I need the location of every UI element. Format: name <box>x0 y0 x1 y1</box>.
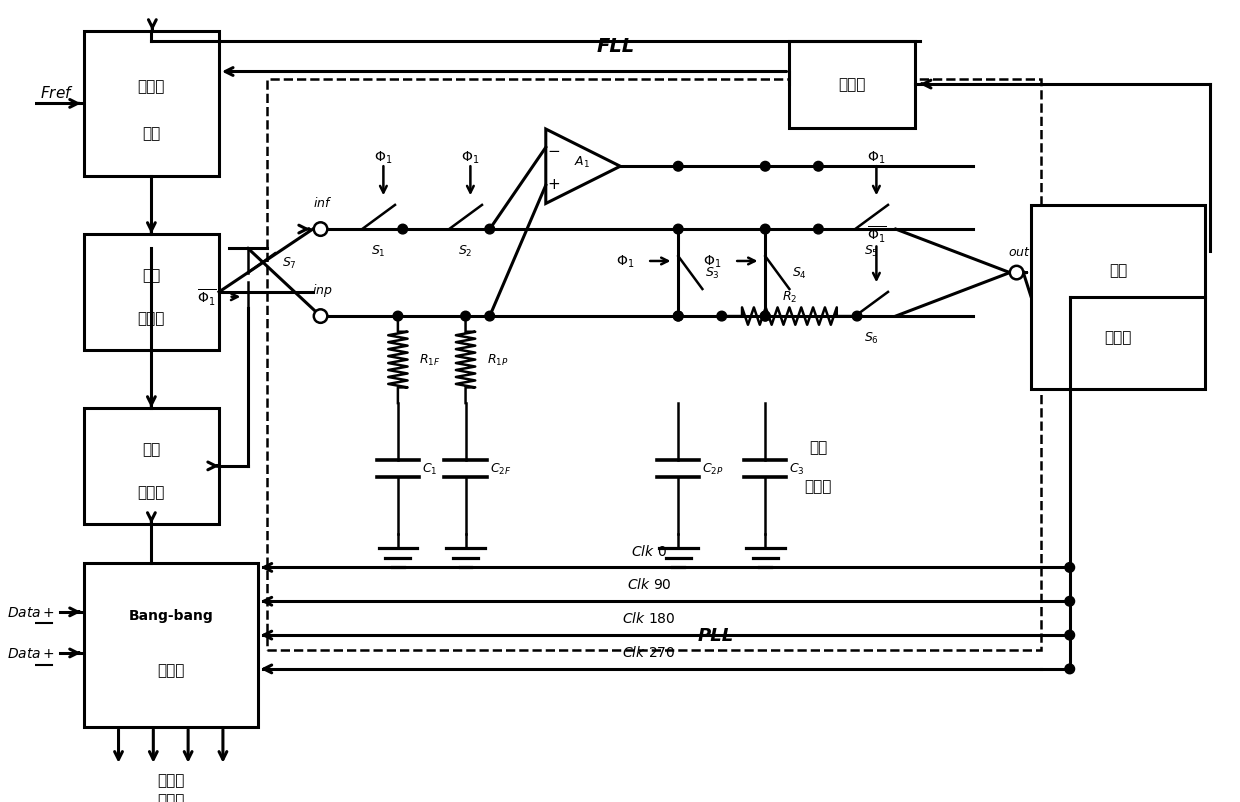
Text: $R_{1F}$: $R_{1F}$ <box>419 353 440 367</box>
Circle shape <box>673 312 683 322</box>
Text: $\overline{\Phi_1}$: $\overline{\Phi_1}$ <box>867 225 887 245</box>
Circle shape <box>813 162 823 172</box>
Text: 分频器: 分频器 <box>838 78 866 92</box>
Text: $S_4$: $S_4$ <box>792 265 807 281</box>
Text: Bang-bang: Bang-bang <box>129 609 213 622</box>
Text: $C_{2F}$: $C_{2F}$ <box>490 461 511 476</box>
Text: 第一: 第一 <box>143 268 160 282</box>
Bar <box>84 235 219 350</box>
Text: $S_2$: $S_2$ <box>459 244 472 258</box>
Text: 振荡器: 振荡器 <box>1105 330 1132 345</box>
Text: $A_1$: $A_1$ <box>574 155 589 170</box>
Bar <box>1032 205 1205 389</box>
Circle shape <box>760 225 770 235</box>
Text: $S_1$: $S_1$ <box>371 244 386 258</box>
Text: $inf$: $inf$ <box>312 196 332 210</box>
Circle shape <box>314 223 327 237</box>
Circle shape <box>485 225 495 235</box>
Text: $inp$: $inp$ <box>312 282 332 298</box>
Circle shape <box>760 312 770 322</box>
Text: 电荷泵: 电荷泵 <box>138 310 165 326</box>
Text: 滤波器: 滤波器 <box>805 478 832 493</box>
Text: $\Phi_1$: $\Phi_1$ <box>867 149 885 165</box>
Text: PLL: PLL <box>698 626 734 644</box>
Text: $\Phi_1$: $\Phi_1$ <box>461 149 480 165</box>
Bar <box>84 32 219 176</box>
Bar <box>268 80 1040 650</box>
Text: $out$: $out$ <box>1008 245 1030 258</box>
Text: 的数据: 的数据 <box>157 792 185 802</box>
Text: 鉴相器: 鉴相器 <box>157 662 185 677</box>
Text: $+$: $+$ <box>547 177 560 192</box>
Text: $Fref$: $Fref$ <box>40 85 74 101</box>
Bar <box>790 42 915 128</box>
Text: $R_2$: $R_2$ <box>781 290 797 305</box>
Text: $C_1$: $C_1$ <box>422 461 438 476</box>
Text: 环路: 环路 <box>810 439 827 455</box>
Text: 第二: 第二 <box>143 441 160 456</box>
Text: $Clk\ 270$: $Clk\ 270$ <box>622 644 676 659</box>
Text: $S_3$: $S_3$ <box>706 265 720 281</box>
Text: $Clk\ 180$: $Clk\ 180$ <box>622 610 676 626</box>
Circle shape <box>673 225 683 235</box>
Text: $\Phi_1$: $\Phi_1$ <box>616 253 635 269</box>
Circle shape <box>1009 266 1023 280</box>
Text: $Data+$: $Data+$ <box>6 606 55 619</box>
Text: $-$: $-$ <box>547 142 560 157</box>
Circle shape <box>1065 597 1075 606</box>
Text: $S_6$: $S_6$ <box>864 330 879 346</box>
Bar <box>84 563 258 727</box>
Circle shape <box>673 162 683 172</box>
Circle shape <box>717 312 727 322</box>
Text: FLL: FLL <box>596 37 635 56</box>
Circle shape <box>398 225 408 235</box>
Circle shape <box>852 312 862 322</box>
Circle shape <box>673 312 683 322</box>
Circle shape <box>485 312 495 322</box>
Text: $C_3$: $C_3$ <box>790 461 805 476</box>
Text: $S_7$: $S_7$ <box>281 256 296 271</box>
Text: 电荷泵: 电荷泵 <box>138 484 165 500</box>
Text: $\overline{\Phi_1}$: $\overline{\Phi_1}$ <box>197 287 217 308</box>
Text: 相器: 相器 <box>143 126 160 140</box>
Text: $Data+$: $Data+$ <box>6 646 55 660</box>
Circle shape <box>760 162 770 172</box>
Bar <box>84 408 219 525</box>
Circle shape <box>1065 563 1075 573</box>
Text: $S_5$: $S_5$ <box>864 244 879 258</box>
Text: 压控: 压控 <box>1109 262 1127 277</box>
Text: $C_{2P}$: $C_{2P}$ <box>702 461 724 476</box>
Text: $Clk\ 0$: $Clk\ 0$ <box>631 543 667 558</box>
Circle shape <box>813 225 823 235</box>
Text: $\Phi_1$: $\Phi_1$ <box>703 253 722 269</box>
Circle shape <box>1065 664 1075 674</box>
Circle shape <box>314 310 327 323</box>
Text: $\Phi_1$: $\Phi_1$ <box>374 149 393 165</box>
Text: $Clk\ 90$: $Clk\ 90$ <box>627 577 672 592</box>
Circle shape <box>1065 630 1075 640</box>
Circle shape <box>393 312 403 322</box>
Text: 鉴频鉴: 鉴频鉴 <box>138 79 165 95</box>
Circle shape <box>760 312 770 322</box>
Text: 恢复出: 恢复出 <box>157 772 185 788</box>
Text: $R_{1P}$: $R_{1P}$ <box>487 353 508 367</box>
Circle shape <box>461 312 470 322</box>
